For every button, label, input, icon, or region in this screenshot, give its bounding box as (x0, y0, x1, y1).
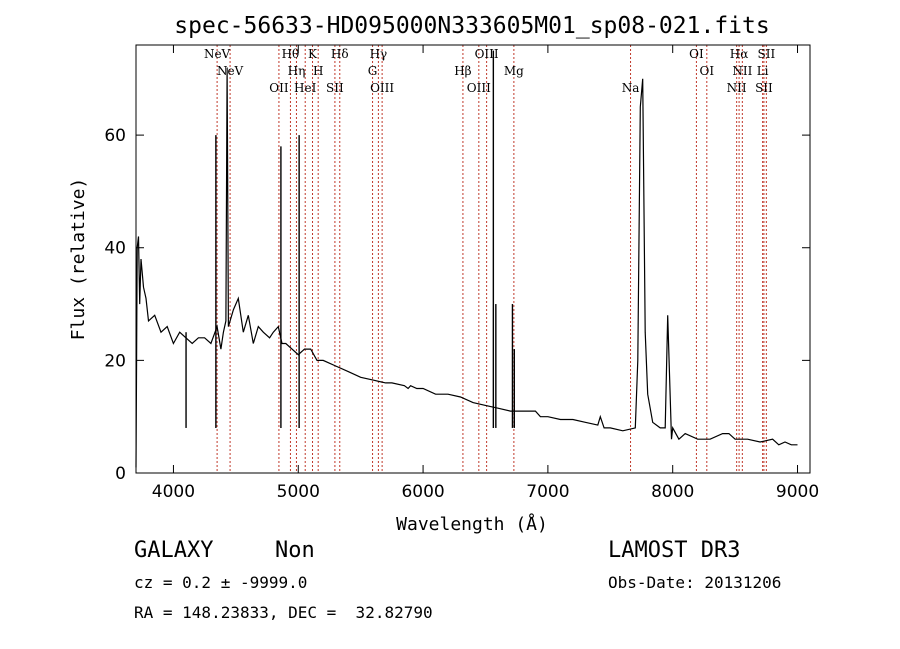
x-tick-label: 6000 (401, 482, 444, 502)
line-label: Mg (504, 64, 524, 78)
line-label: OIII (370, 81, 394, 95)
y-tick-label: 0 (115, 464, 126, 484)
survey-name: LAMOST DR3 (608, 538, 741, 563)
line-label: Hγ (370, 47, 388, 61)
emission-lines-layer (216, 45, 767, 473)
line-label: OI (689, 47, 704, 61)
obs-date: Obs-Date: 20131206 (608, 573, 782, 592)
plot-frame (135, 44, 811, 474)
line-label: SII (326, 81, 344, 95)
line-label: HeI (294, 81, 317, 95)
y-tick-label: 20 (104, 351, 126, 371)
line-label: H (313, 64, 323, 78)
line-label: OII (269, 81, 289, 95)
coordinates-readout: RA = 148.23833, DEC = 32.82790 (134, 603, 433, 622)
line-labels-layer: NeVNeVOIIHθHηHeIKHSIIHδGOIIIHγHβOIIIOIII… (204, 47, 775, 95)
line-label: OIII (475, 47, 499, 61)
line-label: Na (622, 81, 640, 95)
x-tick-label: 7000 (526, 482, 569, 502)
line-label: Li (757, 64, 769, 78)
x-tick-label: 4000 (152, 482, 195, 502)
object-class: GALAXY (134, 538, 214, 563)
line-label: NeV (204, 47, 231, 61)
line-label: K (308, 47, 318, 61)
line-label: NII (732, 64, 752, 78)
line-label: SII (755, 81, 773, 95)
line-label: G (368, 64, 378, 78)
y-tick-label: 40 (104, 239, 126, 259)
object-subclass: Non (275, 538, 315, 563)
y-tick-label: 60 (104, 126, 126, 146)
line-label: Hβ (454, 64, 471, 78)
x-tick-label: 5000 (277, 482, 320, 502)
line-label: Hα (730, 47, 749, 61)
x-tick-label: 8000 (651, 482, 694, 502)
spectrum-layer (135, 50, 798, 468)
spectrum-line (135, 67, 798, 468)
redshift-readout: cz = 0.2 ± -9999.0 (134, 573, 308, 592)
line-label: NeV (217, 64, 244, 78)
line-label: OI (700, 64, 715, 78)
line-label: Hθ (282, 47, 300, 61)
y-axis-label: Flux (relative) (68, 178, 89, 341)
x-tick-label: 9000 (776, 482, 819, 502)
chart-title: spec-56633-HD095000N333605M01_sp08-021.f… (174, 13, 769, 39)
line-label: Hδ (331, 47, 349, 61)
x-axis-label: Wavelength (Å) (396, 513, 548, 535)
line-label: OIII (467, 81, 491, 95)
line-label: SII (758, 47, 776, 61)
line-label: NII (727, 81, 747, 95)
axes-layer: 4000 5000 6000 7000 8000 9000 0 20 40 60 (104, 45, 819, 502)
line-label: Hη (288, 64, 306, 78)
